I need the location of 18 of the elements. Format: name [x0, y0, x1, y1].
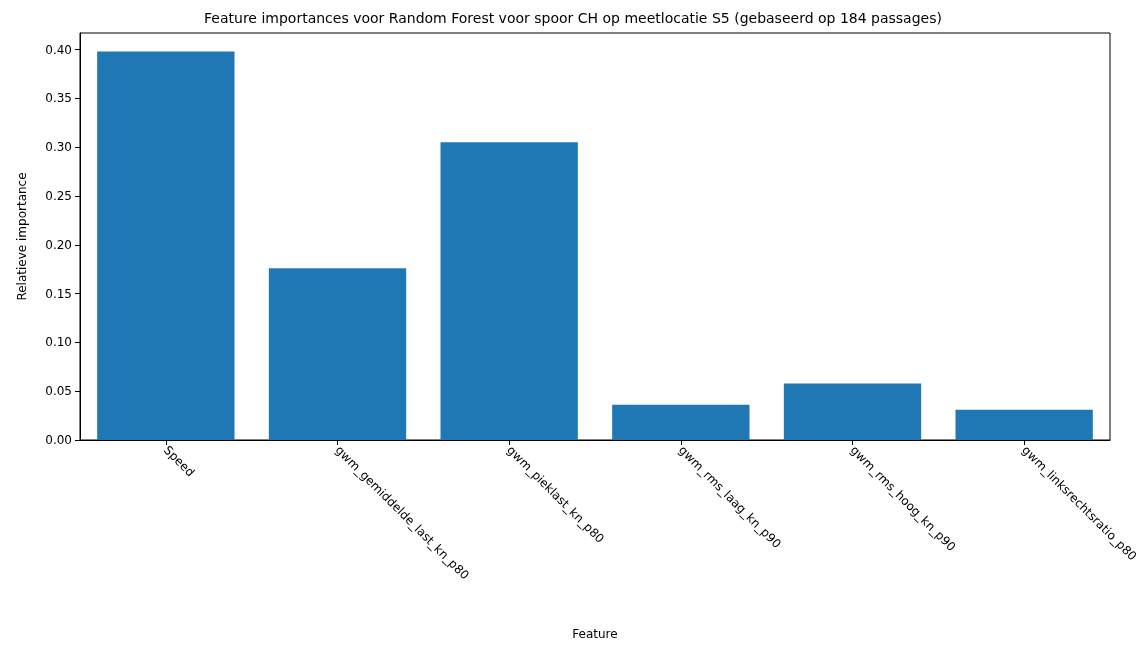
y-tick-label: 0.35 [45, 91, 72, 106]
bar [440, 142, 578, 440]
chart-title: Feature importances voor Random Forest voor spoor CH op meetlocatie S5 (gebaseerd op 184 passages) [204, 10, 942, 26]
y-tick-label: 0.20 [45, 237, 72, 252]
y-tick-label: 0.10 [45, 335, 72, 350]
y-tick-label: 0.30 [45, 140, 72, 155]
y-tick-label: 0.40 [45, 42, 72, 57]
y-tick-label: 0.25 [45, 189, 72, 203]
y-tick-label: 0.15 [45, 286, 72, 301]
bar [955, 409, 1093, 440]
y-tick-label: 0.00 [45, 433, 72, 447]
bar [783, 383, 922, 440]
bar [268, 268, 407, 440]
y-axis-title: Relatieve importance [15, 172, 29, 301]
y-tick-label: 0.05 [45, 384, 72, 399]
bar [97, 51, 235, 440]
bar [612, 404, 750, 440]
x-axis-title: Feature [572, 627, 618, 641]
